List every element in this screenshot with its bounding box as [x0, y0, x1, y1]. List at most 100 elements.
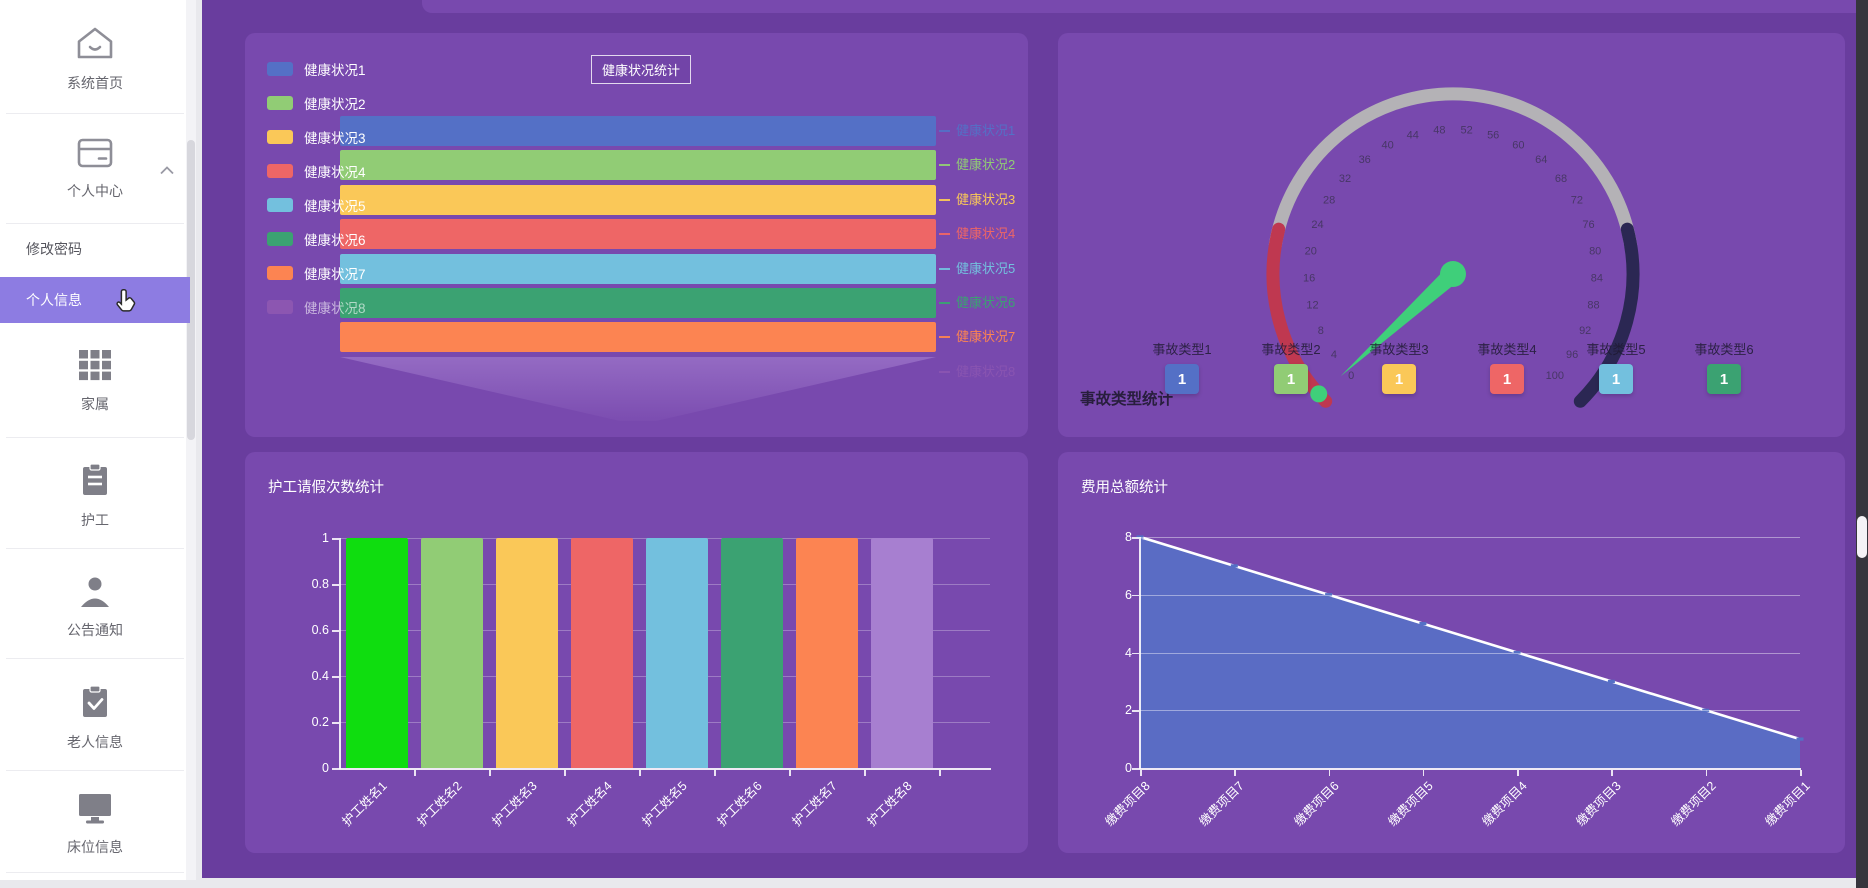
sidebar-divider: [6, 770, 184, 771]
legend-swatch: [267, 96, 293, 110]
gauge-tick-label: 4: [1331, 349, 1337, 361]
series-bar: [340, 253, 936, 284]
stat-label: 事故类型5: [1586, 342, 1646, 357]
axis-label: 健康状况7: [956, 329, 1016, 345]
sidebar: 系统首页个人中心修改密码个人信息家属护工公告通知老人信息床位信息: [0, 0, 196, 880]
axis-label: 健康状况4: [956, 226, 1016, 242]
x-tick-label: 护工姓名5: [639, 778, 690, 829]
gauge-tick-label: 32: [1339, 173, 1351, 185]
gauge-tick-label: 76: [1582, 219, 1594, 231]
panel-caregiver-leave: 护工请假次数统计 0 0.2 0.4 0.6 0.8 1 护工姓名1 护工姓名2 护工姓名3 护工…: [245, 452, 1028, 853]
axis-label: 健康状况5: [956, 260, 1016, 276]
gauge-tick-label: 88: [1587, 299, 1599, 311]
axis-label: 健康状况8: [956, 363, 1016, 379]
x-tick: [1140, 769, 1142, 776]
sidebar-item-family[interactable]: 家属: [0, 330, 190, 432]
gauge-tick-label: 28: [1323, 195, 1335, 207]
sidebar-scrollbar[interactable]: [186, 0, 196, 880]
clipboard-icon: [80, 462, 110, 500]
gauge-tick-label: 36: [1359, 154, 1371, 166]
sidebar-item-change-password[interactable]: 修改密码: [0, 224, 190, 274]
x-tick-label: 缴费项目4: [1479, 778, 1530, 829]
sidebar-item-label: 个人中心: [67, 182, 123, 199]
gauge-tick-label: 40: [1381, 140, 1393, 152]
sidebar-item-caregiver[interactable]: 护工: [0, 448, 190, 544]
series-line: [1139, 535, 1801, 741]
legend-item[interactable]: 健康状况8: [267, 295, 366, 319]
gauge-tick-label: 68: [1555, 173, 1567, 185]
y-tick: [332, 676, 339, 678]
y-tick-label: 2: [1125, 703, 1132, 718]
legend-item[interactable]: 健康状况4: [267, 159, 366, 183]
stat-value-box: 1: [1165, 364, 1199, 394]
card-icon: [77, 138, 113, 171]
legend-swatch: [267, 164, 293, 178]
legend-label: 健康状况7: [304, 267, 366, 282]
legend-item[interactable]: 健康状况3: [267, 125, 366, 149]
sidebar-scrollbar-thumb[interactable]: [187, 140, 195, 440]
legend-item[interactable]: 健康状况1: [267, 57, 366, 81]
x-tick-label: 护工姓名8: [864, 778, 915, 829]
sidebar-divider: [6, 437, 184, 438]
bar-护工姓名6: [721, 538, 783, 768]
mouse-cursor: [116, 288, 136, 312]
series-bar: [340, 288, 936, 318]
sidebar-item-label: 家属: [81, 395, 109, 412]
bar-护工姓名4: [571, 538, 633, 768]
chart-title-box: 健康状况统计: [591, 55, 692, 84]
sidebar-item-system-home[interactable]: 系统首页: [0, 8, 190, 110]
panel-title: 事故类型统计: [1080, 391, 1174, 408]
data-point-marker: [1796, 737, 1804, 741]
gauge-tick-label: 20: [1305, 246, 1317, 258]
gauge-tick-label: 96: [1566, 349, 1578, 361]
legend-item[interactable]: 健康状况6: [267, 227, 366, 251]
gauge-tick-label: 92: [1579, 325, 1591, 337]
gauge-tick-label: 80: [1589, 246, 1601, 258]
stat-value-box: 1: [1382, 364, 1416, 394]
x-tick-label: 护工姓名1: [339, 778, 390, 829]
stat-label: 事故类型2: [1261, 342, 1321, 357]
legend-item[interactable]: 健康状况2: [267, 91, 366, 115]
sidebar-item-bed-info[interactable]: 床位信息: [0, 778, 190, 870]
axis-label: 健康状况3: [956, 191, 1016, 207]
legend-label: 健康状况8: [304, 301, 366, 316]
axis-tick: [939, 233, 950, 236]
legend-item[interactable]: 健康状况5: [267, 193, 366, 217]
y-tick-label: 0: [322, 761, 329, 775]
sidebar-item-label: 修改密码: [26, 241, 82, 257]
y-tick: [332, 538, 339, 540]
grid-icon: [78, 349, 112, 384]
legend-label: 健康状况4: [304, 165, 366, 180]
window-scrollbar-thumb[interactable]: [1857, 516, 1867, 558]
gridline: [1140, 652, 1800, 654]
y-tick: [1132, 537, 1139, 539]
sidebar-item-label: 老人信息: [67, 733, 123, 750]
window-scrollbar[interactable]: [1856, 0, 1868, 888]
funnel-tail-shape: [340, 357, 936, 421]
x-tick-label: 护工姓名6: [714, 778, 765, 829]
axis-tick: [939, 336, 950, 339]
sidebar-item-elder-info[interactable]: 老人信息: [0, 670, 190, 766]
gauge-arc-silver: [1268, 87, 1638, 247]
sidebar-item-announcements[interactable]: 公告通知: [0, 560, 190, 654]
sidebar-item-personal-info[interactable]: 个人信息: [0, 277, 190, 323]
sidebar-divider: [6, 658, 184, 659]
x-axis: [1139, 768, 1801, 770]
y-tick-label: 4: [1125, 645, 1132, 660]
gauge-tick-label: 12: [1306, 299, 1318, 311]
series-bar: [340, 184, 936, 215]
sidebar-item-personal-center[interactable]: 个人中心: [0, 118, 190, 220]
x-tick: [1328, 769, 1331, 776]
stat-label: 事故类型3: [1369, 342, 1429, 357]
legend-item[interactable]: 健康状况7: [267, 261, 366, 285]
y-axis: [1139, 537, 1141, 769]
x-tick-label: 缴费项目1: [1762, 778, 1813, 829]
stat-value-box: 1: [1490, 364, 1524, 394]
x-tick: [639, 769, 641, 776]
gauge-progress-dot: [1310, 385, 1328, 403]
sidebar-divider: [6, 872, 184, 873]
monitor-icon: [77, 792, 113, 827]
axis-tick: [939, 164, 950, 167]
x-axis: [339, 768, 991, 770]
